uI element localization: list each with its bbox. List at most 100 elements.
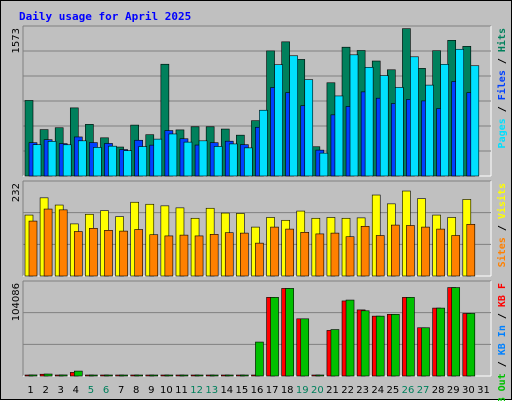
bar xyxy=(375,235,385,277)
bar xyxy=(334,95,344,177)
bar xyxy=(345,236,355,277)
x-tick-label: 8 xyxy=(133,385,139,396)
bar xyxy=(304,79,314,177)
bar xyxy=(470,65,480,177)
legend-entry: KB Out xyxy=(497,373,508,401)
x-tick-label: 25 xyxy=(387,385,400,396)
bar xyxy=(119,374,128,377)
bar xyxy=(330,329,340,377)
legend-entry: Pages xyxy=(497,118,508,148)
bar xyxy=(319,152,329,177)
x-tick-label: 24 xyxy=(371,385,384,396)
bar xyxy=(300,318,310,377)
bar xyxy=(255,341,264,377)
chart-title: Daily usage for April 2025 xyxy=(19,10,191,23)
bar xyxy=(425,84,434,177)
bar xyxy=(406,297,415,377)
series-hits-pages xyxy=(32,48,480,177)
series-visits-sites xyxy=(28,208,476,277)
bar xyxy=(43,208,53,277)
bar xyxy=(330,232,340,277)
bar xyxy=(62,144,72,177)
bar xyxy=(28,374,38,377)
bar xyxy=(104,374,113,377)
legend-entry: / xyxy=(497,58,508,70)
x-tick-label: 17 xyxy=(266,385,279,396)
bar xyxy=(179,234,189,277)
bar xyxy=(421,327,430,377)
y-max-label-kb: 104086 xyxy=(11,283,22,321)
x-tick-label: 23 xyxy=(356,385,369,396)
x-tick-label: 18 xyxy=(281,385,294,396)
bar xyxy=(89,374,98,377)
x-tick-label: 19 xyxy=(296,385,309,396)
panel-visits: 232 Sites / Visits xyxy=(11,180,508,277)
bar xyxy=(134,374,143,377)
bar xyxy=(440,64,449,177)
bar xyxy=(58,209,68,277)
legend-hits: Pages / Files / Hits xyxy=(496,28,508,148)
bar xyxy=(410,56,419,177)
panel-kb: 104086 KB Out / KB In / KB F xyxy=(11,280,508,401)
bar xyxy=(270,226,279,277)
bar xyxy=(436,228,445,277)
bar xyxy=(436,307,445,377)
bar xyxy=(149,234,159,277)
bar xyxy=(224,232,234,277)
x-axis-labels: 1 2 3 4 5 6 7 8 9 10 11 12 13 14 15 16 17 18 19 20 21 22 23 24 2… xyxy=(27,385,489,396)
y-max-label-visits: 232 xyxy=(11,183,22,202)
bar xyxy=(108,145,117,177)
bar xyxy=(349,54,359,177)
legend-entry: / xyxy=(497,225,508,237)
bar xyxy=(198,140,208,177)
bar xyxy=(240,374,249,377)
bar xyxy=(391,314,400,377)
x-tick-label: 16 xyxy=(251,385,264,396)
bar xyxy=(168,133,178,177)
bar xyxy=(345,299,355,377)
x-tick-label: 15 xyxy=(236,385,249,396)
bar xyxy=(421,226,430,277)
legend-entry: Visits xyxy=(496,183,508,225)
bar xyxy=(259,109,268,177)
bar xyxy=(58,374,68,377)
bar xyxy=(149,374,159,377)
bar xyxy=(194,235,204,277)
legend-entry: / xyxy=(497,313,508,325)
bar xyxy=(32,144,42,177)
legend-kb: KB Out / KB In / KB F xyxy=(497,283,508,401)
bar xyxy=(209,234,219,277)
bar xyxy=(240,232,249,277)
bar xyxy=(123,150,132,177)
bar xyxy=(300,232,310,277)
legend-entry: / xyxy=(497,106,508,118)
bar xyxy=(43,373,53,377)
bar xyxy=(183,141,193,177)
bar xyxy=(466,313,476,377)
bar xyxy=(73,231,83,277)
bar xyxy=(213,146,223,177)
bar xyxy=(209,374,219,377)
bar xyxy=(89,227,98,277)
bar xyxy=(466,223,476,277)
bar xyxy=(228,143,238,177)
series-kb-kb-out xyxy=(28,287,476,377)
legend-entry: / xyxy=(497,361,508,373)
bar xyxy=(47,141,57,177)
bar xyxy=(93,147,102,177)
legend-entry: KB In xyxy=(497,325,508,361)
x-tick-label: 6 xyxy=(103,385,109,396)
bar xyxy=(164,374,174,377)
bar xyxy=(364,67,374,177)
legend-entry: Hits xyxy=(496,28,508,58)
x-tick-label: 20 xyxy=(311,385,324,396)
legend-entry: KB F xyxy=(497,283,508,313)
bar xyxy=(73,370,83,377)
bar xyxy=(119,230,128,277)
x-tick-label: 3 xyxy=(58,385,64,396)
bar xyxy=(406,225,415,277)
bar xyxy=(179,374,189,377)
x-tick-label: 2 xyxy=(42,385,48,396)
x-tick-label: 29 xyxy=(447,385,460,396)
